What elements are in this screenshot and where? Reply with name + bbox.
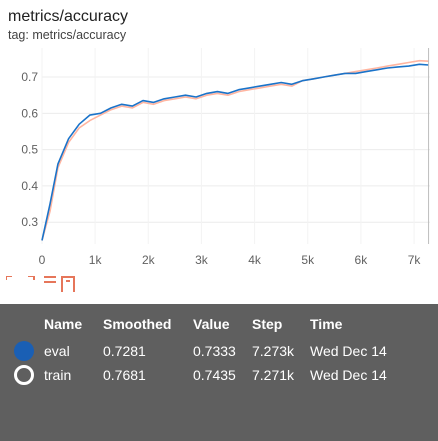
data-table-icon[interactable] — [44, 276, 56, 283]
chart-tag: tag: metrics/accuracy — [8, 28, 127, 42]
x-tick-label: 4k — [248, 253, 262, 267]
train-series-dot — [14, 365, 34, 385]
x-tick-label: 3k — [195, 253, 209, 267]
header-value: Value — [193, 316, 230, 332]
header-smoothed: Smoothed — [103, 316, 172, 332]
x-tick-label: 7k — [408, 253, 422, 267]
x-tick-label: 2k — [142, 253, 156, 267]
series-line-train — [41, 59, 429, 241]
row-name: eval — [44, 343, 70, 359]
tooltip-row-train: train 0.7681 0.7435 7.271k Wed Dec 14 — [0, 364, 438, 388]
row-value: 0.7333 — [193, 343, 236, 359]
header-name: Name — [44, 316, 83, 332]
header-step: Step — [252, 316, 283, 332]
expand-icon[interactable] — [6, 276, 35, 280]
row-time: Wed Dec 14 — [310, 343, 387, 359]
row-smoothed: 0.7281 — [103, 343, 146, 359]
y-tick-label: 0.4 — [21, 179, 38, 193]
row-value: 0.7435 — [193, 367, 236, 383]
y-tick-label: 0.6 — [21, 106, 38, 120]
eval-series-dot — [14, 341, 34, 361]
accuracy-line-chart[interactable]: 0.3 0.4 0.5 0.6 0.7 0 1k 2k 3k 4k 5k 6k 7k — [0, 44, 438, 276]
x-tick-label: 1k — [89, 253, 103, 267]
series-line-eval — [41, 63, 429, 241]
y-tick-label: 0.3 — [21, 215, 38, 229]
chart-tooltip: Name Smoothed Value Step Time eval 0.728… — [0, 304, 438, 441]
y-tick-label: 0.5 — [21, 143, 38, 157]
x-tick-label: 6k — [355, 253, 369, 267]
y-tick-label: 0.7 — [21, 70, 38, 84]
row-smoothed: 0.7681 — [103, 367, 146, 383]
row-name: train — [44, 367, 72, 383]
tooltip-header: Name Smoothed Value Step Time — [0, 316, 438, 340]
row-time: Wed Dec 14 — [310, 367, 387, 383]
tooltip-row-eval: eval 0.7281 0.7333 7.273k Wed Dec 14 — [0, 340, 438, 364]
chart-title: metrics/accuracy — [8, 8, 129, 25]
chart-toolbar — [6, 276, 75, 292]
fit-domain-icon[interactable] — [61, 276, 75, 292]
row-step: 7.273k — [252, 343, 295, 359]
header-time: Time — [310, 316, 343, 332]
x-tick-label: 5k — [301, 253, 315, 267]
row-step: 7.271k — [252, 367, 295, 383]
x-tick-label: 0 — [39, 253, 46, 267]
